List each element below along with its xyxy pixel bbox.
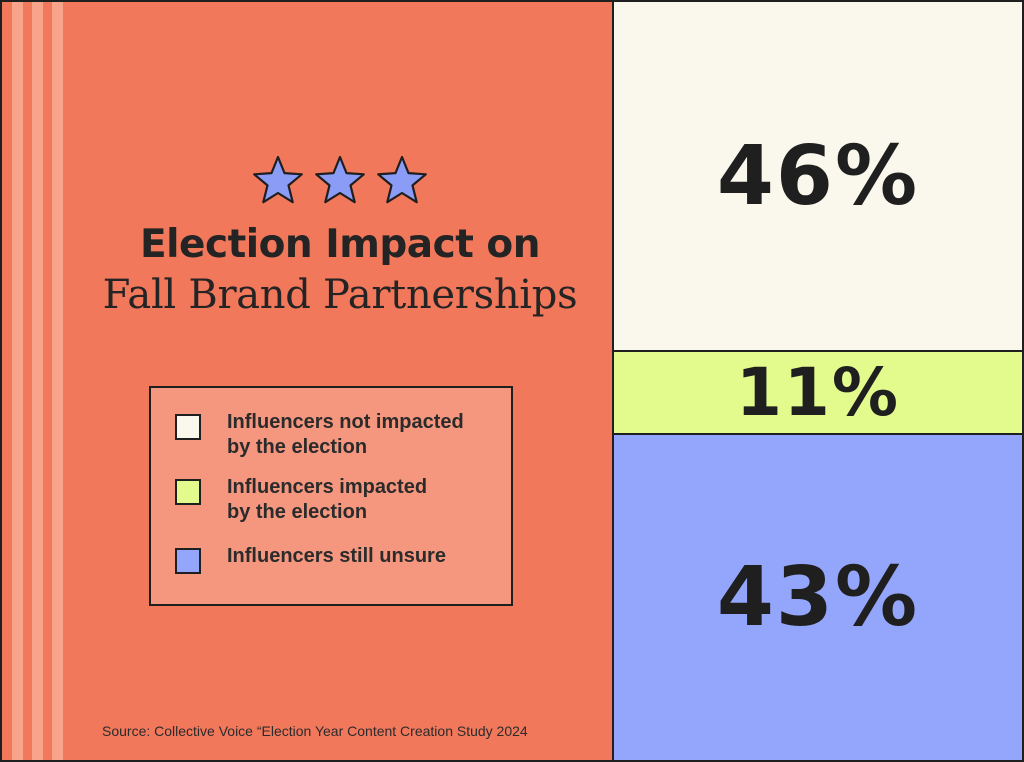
source-note: Source: Collective Voice “Election Year … [102, 723, 528, 739]
decorative-stripe [52, 2, 63, 760]
decorative-stripe [32, 2, 43, 760]
legend-swatch [175, 414, 201, 440]
bar-segment: 11% [614, 351, 1022, 434]
legend-label-line: by the election [227, 436, 368, 458]
legend: Influencers not impacted by the election… [149, 386, 513, 606]
data-label: 43% [716, 549, 920, 645]
chart-title: Election Impact on [139, 222, 541, 267]
legend-label-line: by the election [227, 501, 368, 523]
data-label: 46% [716, 129, 920, 224]
legend-swatch [175, 479, 201, 505]
legend-label-line: Influencers impacted [227, 476, 428, 498]
stacked-bar: 46% 11% 43% [612, 2, 1022, 760]
stars-decoration [253, 155, 427, 204]
data-label: 11% [736, 354, 900, 431]
legend-swatch [175, 548, 201, 574]
segment-divider [614, 350, 1022, 352]
decorative-stripe [12, 2, 23, 760]
bar-segment: 46% [614, 2, 1022, 351]
legend-label: Influencers still unsure [227, 544, 507, 569]
legend-label-line: Influencers still unsure [227, 545, 446, 567]
legend-label: Influencers not impacted by the election [227, 410, 507, 460]
star-icon [315, 155, 365, 204]
chart-subtitle: Fall Brand Partnerships [102, 272, 578, 318]
star-icon [253, 155, 303, 204]
bar-segment: 43% [614, 434, 1022, 760]
segment-divider [614, 433, 1022, 435]
legend-label-line: Influencers not impacted [227, 411, 464, 433]
star-icon [377, 155, 427, 204]
legend-label: Influencers impacted by the election [227, 475, 507, 525]
left-panel: Election Impact on Fall Brand Partnershi… [2, 2, 612, 760]
